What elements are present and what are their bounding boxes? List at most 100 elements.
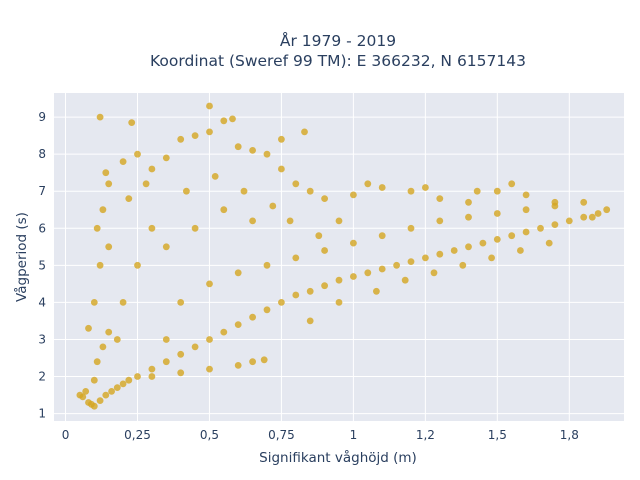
data-point: [234, 321, 242, 328]
data-point: [134, 373, 141, 380]
chart-title-line1: År 1979 - 2019: [280, 31, 396, 50]
data-point: [260, 356, 268, 364]
data-point: [162, 336, 170, 343]
data-point: [177, 135, 185, 143]
data-point: [134, 261, 141, 269]
data-point: [105, 243, 113, 251]
y-tick-label: 6: [38, 221, 46, 235]
y-tick-label: 7: [38, 184, 46, 198]
data-point: [206, 336, 213, 343]
data-point: [459, 261, 467, 269]
data-point: [206, 280, 213, 288]
data-point: [206, 102, 213, 110]
data-point: [240, 187, 248, 195]
data-point: [93, 358, 101, 366]
data-point: [286, 217, 294, 225]
data-point: [551, 198, 559, 206]
x-tick-label: 1,8: [560, 428, 579, 442]
data-point: [128, 119, 136, 126]
data-point: [350, 191, 357, 199]
data-point: [422, 184, 429, 191]
data-point: [102, 169, 110, 177]
data-point: [125, 195, 133, 203]
data-point: [493, 210, 501, 217]
data-point: [148, 373, 156, 380]
x-tick-label: 1,2: [416, 428, 435, 442]
data-point: [105, 180, 113, 188]
x-tick-label: 0: [62, 428, 70, 442]
data-point: [119, 299, 127, 306]
data-point: [488, 254, 495, 262]
y-tick-label: 4: [38, 295, 46, 309]
data-point: [93, 224, 101, 232]
data-point: [580, 213, 588, 221]
data-point: [206, 365, 213, 373]
y-tick-label: 8: [38, 147, 46, 161]
data-point: [85, 324, 92, 332]
data-point: [335, 299, 343, 306]
data-point: [378, 232, 386, 240]
data-point: [522, 191, 530, 199]
data-point: [134, 150, 141, 158]
data-point: [588, 213, 596, 221]
data-point: [364, 269, 372, 277]
x-tick-label: 1: [350, 428, 358, 442]
data-point: [263, 261, 271, 269]
data-point: [508, 180, 516, 188]
data-point: [537, 224, 544, 232]
data-point: [148, 165, 156, 173]
data-point: [551, 221, 559, 229]
data-point: [335, 276, 343, 284]
data-point: [113, 384, 121, 391]
data-point: [580, 198, 588, 206]
data-point: [177, 369, 185, 377]
data-point: [465, 243, 472, 251]
data-point: [234, 362, 242, 369]
data-point: [450, 247, 458, 254]
data-point: [278, 135, 285, 143]
data-point: [436, 217, 444, 225]
data-point: [321, 195, 328, 203]
data-point: [315, 232, 323, 240]
data-point: [119, 158, 127, 166]
data-point: [220, 328, 228, 336]
data-point: [465, 198, 472, 206]
data-point: [90, 299, 98, 306]
data-point: [191, 132, 199, 140]
data-point: [263, 150, 271, 158]
data-point: [321, 282, 328, 290]
data-point: [148, 365, 156, 373]
data-point: [393, 261, 400, 269]
data-point: [119, 380, 127, 388]
data-point: [206, 128, 213, 136]
data-point: [350, 239, 357, 247]
data-point: [79, 393, 87, 401]
data-point: [335, 217, 343, 225]
x-tick-label: 0,75: [268, 428, 295, 442]
data-point: [479, 239, 487, 247]
data-point: [269, 202, 277, 210]
data-point: [465, 213, 472, 221]
data-point: [177, 350, 185, 358]
data-point: [594, 210, 602, 217]
data-point: [321, 247, 328, 254]
data-point: [292, 291, 300, 299]
data-point: [373, 287, 380, 295]
y-tick-label: 5: [38, 258, 46, 272]
data-point: [378, 265, 386, 273]
data-point: [125, 376, 133, 384]
data-point: [493, 187, 501, 195]
data-point: [96, 397, 104, 404]
data-markers: [76, 102, 611, 410]
data-point: [407, 224, 415, 232]
chart-title-line2: Koordinat (Sweref 99 TM): E 366232, N 61…: [150, 52, 526, 70]
data-point: [162, 243, 170, 251]
x-tick-label: 1,5: [488, 428, 507, 442]
data-point: [234, 143, 242, 151]
data-point: [82, 388, 90, 395]
y-axis-ticks: 1 2 3 4 5 6 7 8 9: [38, 110, 46, 420]
data-point: [545, 239, 553, 247]
data-point: [436, 195, 444, 203]
data-point: [301, 128, 308, 136]
